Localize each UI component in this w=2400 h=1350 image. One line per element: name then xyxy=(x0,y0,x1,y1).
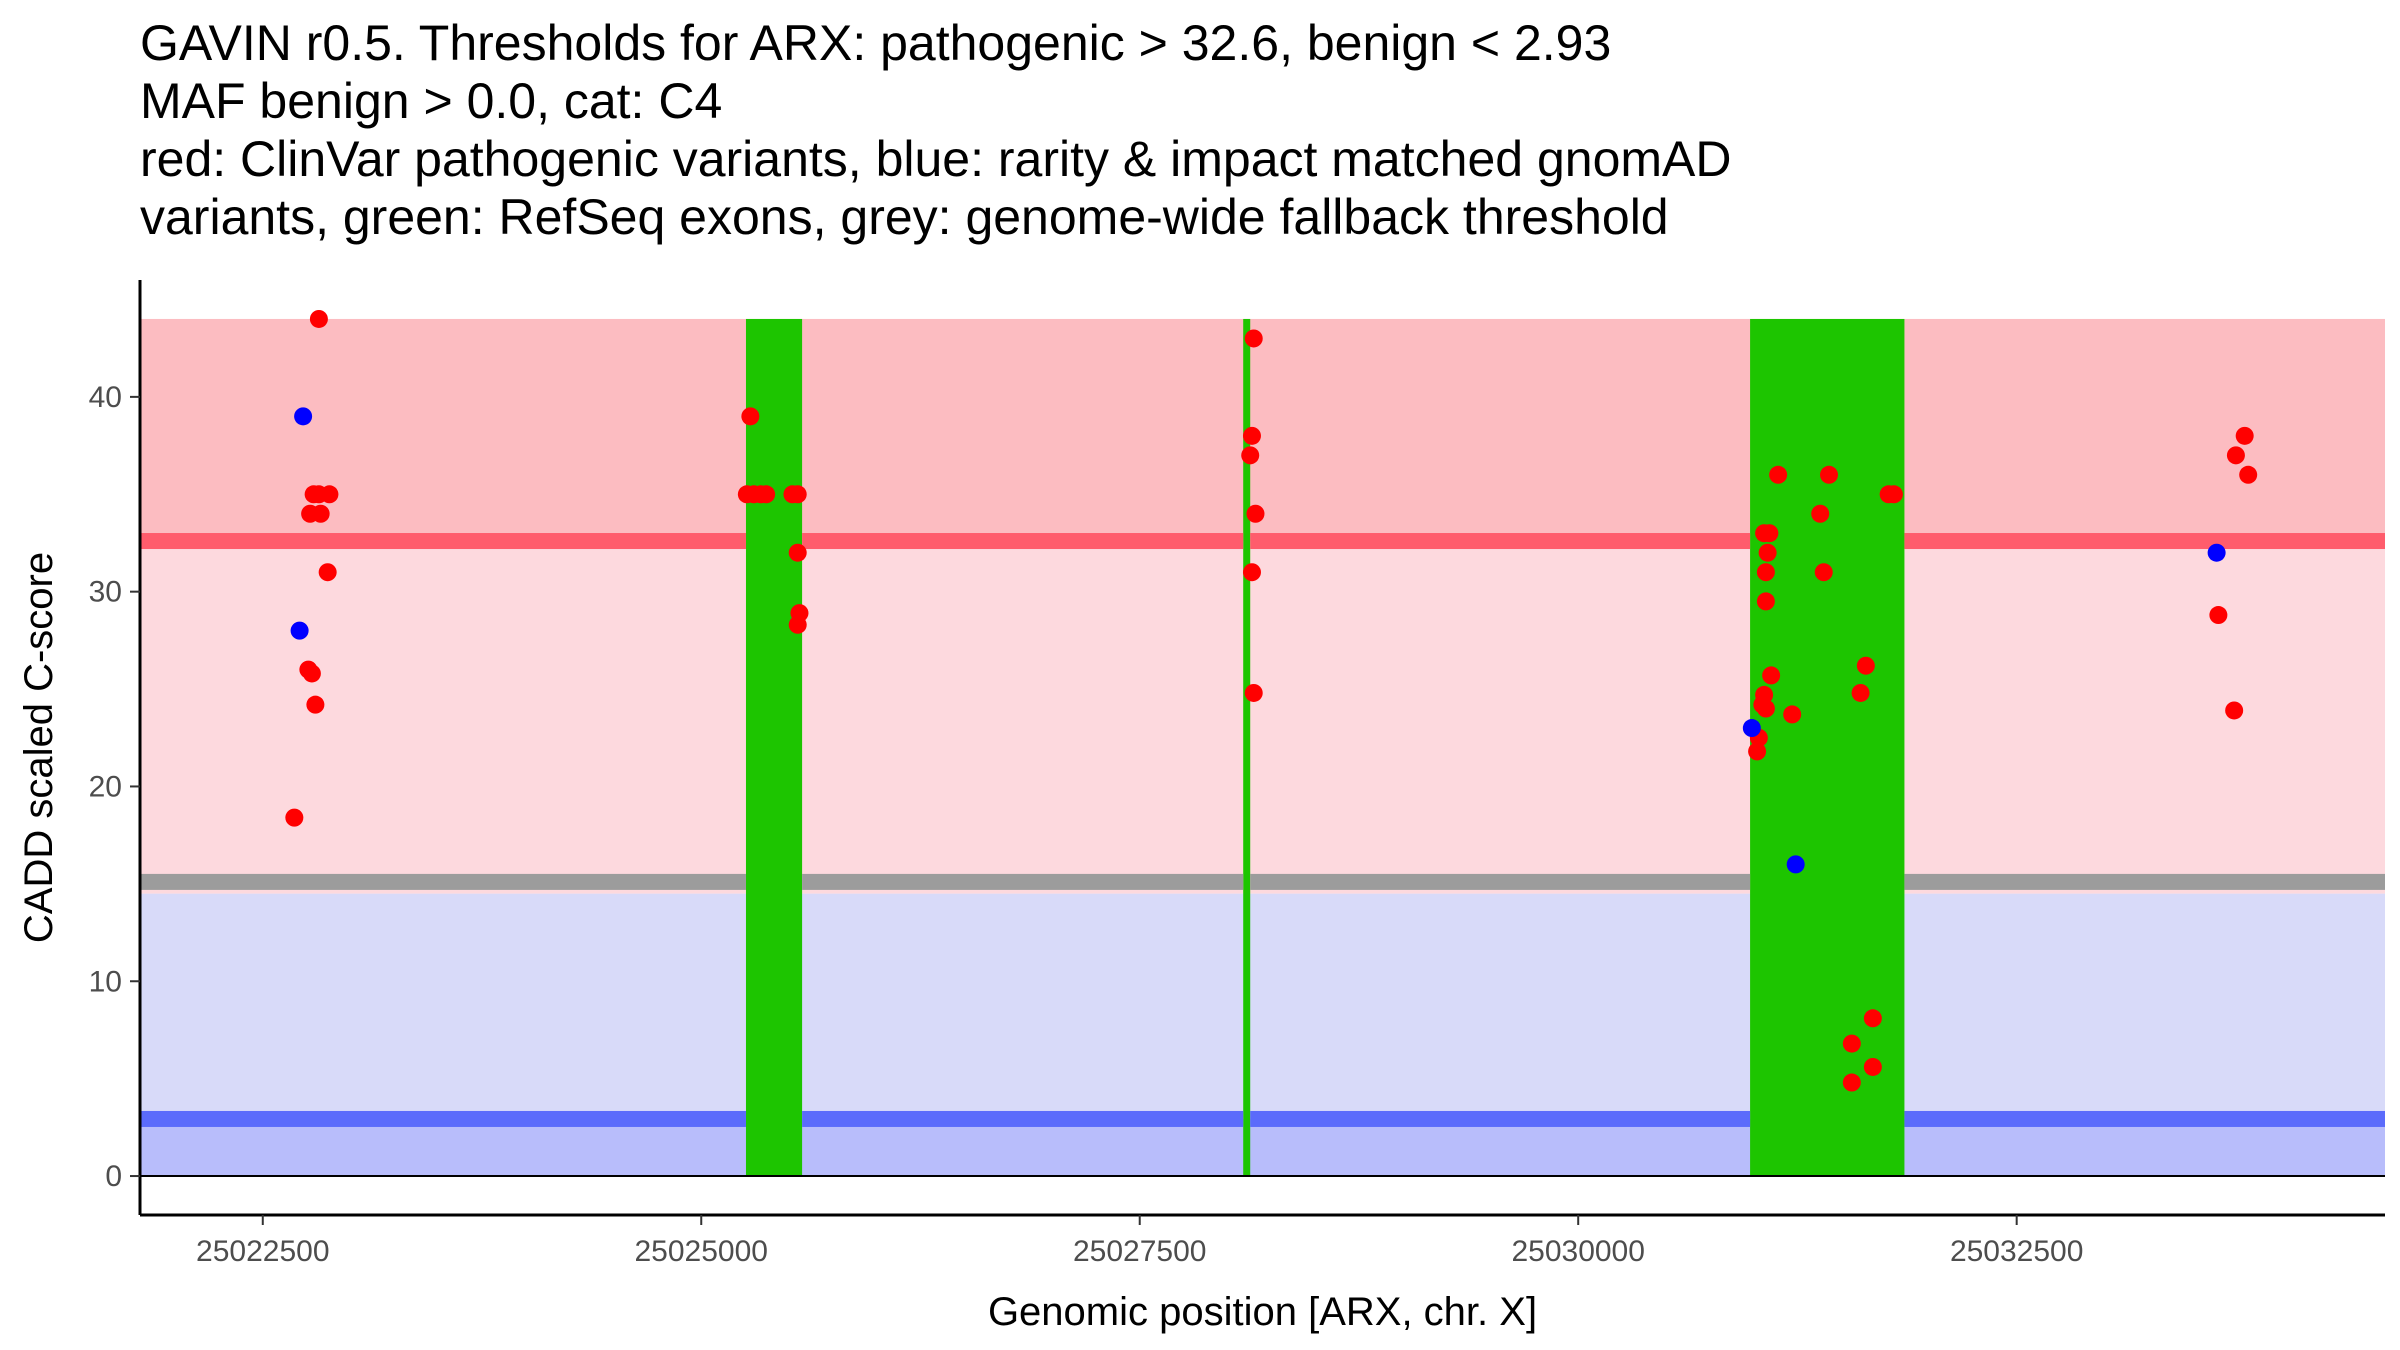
clinvar-variant-point xyxy=(1242,563,1261,582)
clinvar-variant-point xyxy=(741,407,760,426)
title-line-1: GAVIN r0.5. Thresholds for ARX: pathogen… xyxy=(140,15,1612,71)
clinvar-variant-point xyxy=(2226,446,2245,465)
clinvar-variant-point xyxy=(320,485,339,504)
clinvar-variant-point xyxy=(1241,446,1260,465)
clinvar-variant-point xyxy=(306,695,325,714)
x-tick-label: 25030000 xyxy=(1511,1235,1644,1268)
clinvar-variant-point xyxy=(1783,705,1802,724)
pathogenic-region xyxy=(140,318,2385,542)
clinvar-variant-point xyxy=(1842,1073,1861,1092)
clinvar-variant-point xyxy=(2235,426,2254,445)
clinvar-variant-point xyxy=(1769,465,1788,484)
y-tick-label: 10 xyxy=(89,965,122,998)
x-tick-label: 25025000 xyxy=(635,1235,768,1268)
clinvar-variant-point xyxy=(1856,656,1875,675)
title-line-3: red: ClinVar pathogenic variants, blue: … xyxy=(140,131,1732,187)
x-tick-label: 25032500 xyxy=(1950,1235,2083,1268)
threshold-bands xyxy=(140,318,2385,1177)
fallback-threshold-segment-2 xyxy=(802,873,1244,890)
gnomad-variant-point xyxy=(1786,855,1805,874)
clinvar-variant-point xyxy=(1863,1009,1882,1028)
clinvar-variant-point xyxy=(1760,524,1779,543)
clinvar-variant-point xyxy=(285,808,304,827)
clinvar-variant-point xyxy=(788,543,807,562)
clinvar-variant-point xyxy=(1242,426,1261,445)
clinvar-variant-point xyxy=(1863,1057,1882,1076)
clinvar-variant-point xyxy=(318,563,337,582)
clinvar-variant-point xyxy=(1244,683,1263,702)
clinvar-variant-point xyxy=(1748,742,1767,761)
clinvar-variant-point xyxy=(2209,606,2228,625)
gnomad-variant-point xyxy=(290,621,309,640)
exon-2 xyxy=(1243,318,1251,1177)
fallback-threshold-segment-4 xyxy=(1904,873,2385,890)
fallback-threshold-segment-3 xyxy=(1250,873,1751,890)
benign-region xyxy=(140,1118,2385,1177)
fallback-threshold-segment-1 xyxy=(140,873,746,890)
clinvar-variant-point xyxy=(1842,1034,1861,1053)
clinvar-variant-point xyxy=(1820,465,1839,484)
gnomad-variant-point xyxy=(2207,543,2226,562)
clinvar-variant-point xyxy=(1884,485,1903,504)
axis-ticks: 0 10 20 30 40 25022500 25025000 25027500 2503000… xyxy=(89,381,2084,1268)
clinvar-variant-point xyxy=(309,309,328,328)
pathogenic-threshold-segment-3 xyxy=(1250,533,1751,550)
y-axis-title: CADD scaled C-score xyxy=(17,552,61,943)
clinvar-variant-point xyxy=(1756,592,1775,611)
intermediate-region xyxy=(140,541,2385,894)
clinvar-variant-point xyxy=(757,485,776,504)
clinvar-variant-point xyxy=(1811,504,1830,523)
y-tick-label: 20 xyxy=(89,770,122,803)
y-tick-label: 30 xyxy=(89,576,122,609)
benign-threshold-segment-1 xyxy=(140,1110,746,1127)
y-tick-label: 0 xyxy=(105,1160,122,1193)
chart-title: GAVIN r0.5. Thresholds for ARX: pathogen… xyxy=(140,14,1731,246)
exon-1 xyxy=(745,318,803,1177)
clinvar-variant-point xyxy=(1756,699,1775,718)
clinvar-variant-point xyxy=(1814,563,1833,582)
clinvar-variant-point xyxy=(1756,563,1775,582)
clinvar-variant-point xyxy=(302,664,321,683)
exon-3 xyxy=(1750,318,1905,1177)
clinvar-variant-point xyxy=(1762,666,1781,685)
benign-threshold-segment-3 xyxy=(1250,1110,1751,1127)
benign-threshold-segment-4 xyxy=(1904,1110,2385,1127)
clinvar-variant-point xyxy=(2239,465,2258,484)
gnomad-variant-point xyxy=(294,407,313,426)
clinvar-variant-point xyxy=(1758,543,1777,562)
axes xyxy=(138,280,2385,1217)
clinvar-variant-point xyxy=(1244,329,1263,348)
title-line-2: MAF benign > 0.0, cat: C4 xyxy=(140,73,723,129)
pathogenic-threshold-segment-4 xyxy=(1904,533,2385,550)
benign-threshold-segment-2 xyxy=(802,1110,1244,1127)
y-tick-label: 40 xyxy=(89,381,122,414)
gnomad-variant-point xyxy=(1742,719,1761,738)
clinvar-variant-point xyxy=(788,615,807,634)
exon-regions xyxy=(745,318,1905,1177)
clinvar-variant-point xyxy=(2225,701,2244,720)
pathogenic-threshold-segment-2 xyxy=(802,533,1244,550)
title-line-4: variants, green: RefSeq exons, grey: gen… xyxy=(140,189,1669,245)
clinvar-variant-point xyxy=(1246,504,1265,523)
variant-points xyxy=(285,309,2258,1092)
pathogenic-threshold-segment-1 xyxy=(140,533,746,550)
clinvar-variant-point xyxy=(788,485,807,504)
x-tick-label: 25027500 xyxy=(1073,1235,1206,1268)
x-tick-label: 25022500 xyxy=(196,1235,329,1268)
clinvar-variant-point xyxy=(1851,683,1870,702)
x-axis-title: Genomic position [ARX, chr. X] xyxy=(988,1290,1537,1334)
clinvar-variant-point xyxy=(311,504,330,523)
threshold-lines xyxy=(140,533,2385,1127)
grey-benign-region xyxy=(140,893,2385,1119)
